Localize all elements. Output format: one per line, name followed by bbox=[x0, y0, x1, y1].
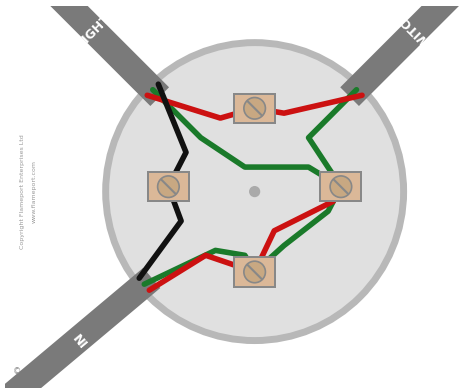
Polygon shape bbox=[235, 258, 274, 286]
Polygon shape bbox=[340, 0, 474, 106]
Text: www.flameport.com: www.flameport.com bbox=[32, 160, 36, 223]
Polygon shape bbox=[233, 256, 276, 287]
Polygon shape bbox=[321, 173, 361, 200]
Polygon shape bbox=[233, 93, 276, 124]
Text: LIGHT: LIGHT bbox=[74, 11, 113, 50]
Circle shape bbox=[244, 261, 265, 283]
Polygon shape bbox=[15, 0, 169, 106]
Text: Copyright Flameport Enterprises Ltd: Copyright Flameport Enterprises Ltd bbox=[20, 134, 25, 249]
Polygon shape bbox=[147, 171, 190, 202]
Circle shape bbox=[106, 43, 404, 340]
Circle shape bbox=[330, 176, 352, 198]
Text: SWITCH: SWITCH bbox=[391, 7, 439, 55]
Text: ©: © bbox=[12, 367, 21, 376]
Text: IN: IN bbox=[71, 328, 90, 348]
Circle shape bbox=[244, 98, 265, 119]
Circle shape bbox=[250, 187, 260, 196]
Polygon shape bbox=[0, 268, 160, 389]
Polygon shape bbox=[149, 173, 188, 200]
Polygon shape bbox=[235, 95, 274, 122]
Polygon shape bbox=[319, 171, 363, 202]
Circle shape bbox=[158, 176, 179, 198]
